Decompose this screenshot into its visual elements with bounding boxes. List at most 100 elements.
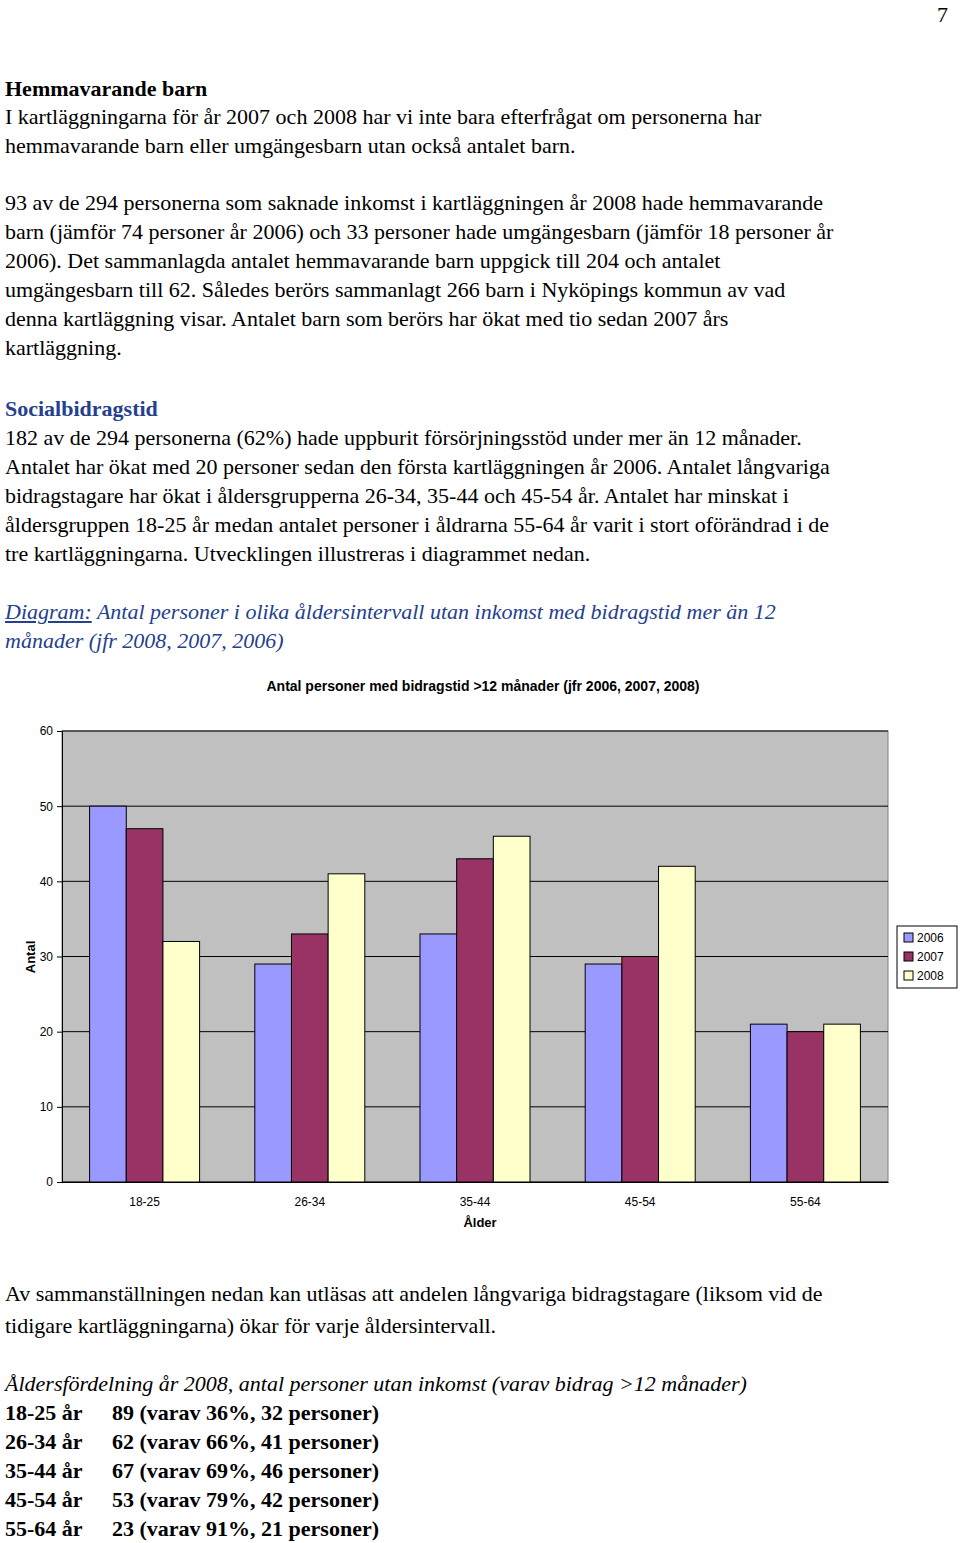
tick-label: 30 (40, 950, 54, 964)
legend-label: 2006 (917, 931, 944, 945)
tick-mark (57, 731, 62, 732)
grid-line (62, 806, 888, 807)
table-cell: 35-44 år (5, 1456, 83, 1485)
bar (622, 957, 659, 1183)
table-cell: 23 (varav 91%, 21 personer) (112, 1514, 379, 1543)
legend-swatch (904, 971, 913, 980)
bar (787, 1032, 824, 1182)
bar (255, 964, 292, 1182)
tick-label: 55-64 (790, 1195, 821, 1209)
tick: 18-25 (129, 1195, 160, 1209)
paragraph-line: 2006). Det sammanlagda antalet hemmavara… (5, 246, 720, 275)
chart-title: Antal personer med bidragstid >12 månade… (266, 678, 699, 694)
paragraph-line: barn (jämför 74 personer år 2006) och 33… (5, 217, 833, 246)
tick-label: 35-44 (460, 1195, 491, 1209)
caption-text: månader (jfr 2008, 2007, 2006) (5, 628, 284, 653)
bar (420, 934, 457, 1182)
heading: Socialbidragstid (5, 394, 158, 423)
chart: 0 10 20 30 40 50 60 18-25 26-34 35-44 45-54 55-64 An… (0, 0, 960, 1543)
paragraph-line: tidigare kartläggningarna) ökar för varj… (5, 1311, 496, 1340)
tick-label: 10 (40, 1100, 54, 1114)
tick: 55-64 (790, 1195, 821, 1209)
tick-label: 50 (40, 800, 54, 814)
page-number: 7 (937, 0, 948, 29)
bars (90, 806, 861, 1182)
tick: 10 (40, 1100, 62, 1114)
table-cell: 45-54 år (5, 1485, 83, 1514)
tick-mark (57, 1107, 62, 1108)
table-cell: 26-34 år (5, 1427, 83, 1456)
table-cell: 89 (varav 36%, 32 personer) (112, 1398, 379, 1427)
heading: Hemmavarande barn (5, 74, 207, 103)
bar (750, 1024, 787, 1182)
x-axis-title: Ålder (463, 1215, 496, 1230)
bar (585, 964, 622, 1182)
tick: 30 (40, 950, 62, 964)
bar (824, 1024, 861, 1182)
tick: 45-54 (625, 1195, 656, 1209)
table-cell: 67 (varav 69%, 46 personer) (112, 1456, 379, 1485)
bar (163, 941, 200, 1182)
grid (62, 731, 888, 1182)
bar (457, 859, 494, 1182)
table-cell: 53 (varav 79%, 42 personer) (112, 1485, 379, 1514)
caption-label: Diagram: (5, 599, 92, 624)
legend: 200620072008 (897, 926, 957, 988)
bar (659, 866, 696, 1182)
tick: 0 (46, 1175, 62, 1189)
tick: 50 (40, 800, 62, 814)
paragraph-line: 182 av de 294 personerna (62%) hade uppb… (5, 423, 802, 452)
paragraph-line: I kartläggningarna för år 2007 och 2008 … (5, 102, 761, 131)
tick-label: 60 (40, 724, 54, 738)
caption-line: månader (jfr 2008, 2007, 2006) (5, 626, 284, 655)
tick: 40 (40, 875, 62, 889)
tick: 60 (40, 724, 62, 738)
tick-mark (57, 806, 62, 807)
tick-label: 40 (40, 875, 54, 889)
tick-mark (57, 881, 62, 882)
tick-label: 45-54 (625, 1195, 656, 1209)
paragraph-line: åldersgruppen 18-25 år medan antalet per… (5, 510, 829, 539)
bar (493, 836, 530, 1182)
tick: 26-34 (294, 1195, 325, 1209)
paragraph-line: umgängesbarn till 62. Således berörs sam… (5, 275, 785, 304)
plot-area (62, 731, 888, 1182)
table-cell: 55-64 år (5, 1514, 83, 1543)
y-axis: 0 10 20 30 40 50 60 (40, 724, 63, 1189)
legend-swatch (904, 933, 913, 942)
axis-line (63, 1182, 889, 1183)
caption-line: Diagram: Antal personer i olika åldersin… (5, 597, 776, 626)
bar (291, 934, 328, 1182)
bar (90, 806, 127, 1182)
tick-mark (57, 1182, 62, 1183)
bar (328, 874, 365, 1182)
table-caption: Åldersfördelning år 2008, antal personer… (5, 1369, 747, 1398)
table-cell: 62 (varav 66%, 41 personer) (112, 1427, 379, 1456)
tick: 35-44 (460, 1195, 491, 1209)
table-cell: 18-25 år (5, 1398, 83, 1427)
paragraph-line: tre kartläggningarna. Utvecklingen illus… (5, 539, 590, 568)
paragraph-line: bidragstagare har ökat i åldersgrupperna… (5, 481, 789, 510)
axis-line (57, 732, 63, 1183)
grid-line (62, 731, 888, 732)
tick: 20 (40, 1025, 62, 1039)
paragraph-line: denna kartläggning visar. Antalet barn s… (5, 304, 728, 333)
tick-label: 18-25 (129, 1195, 160, 1209)
x-axis: 18-25 26-34 35-44 45-54 55-64 (63, 1183, 889, 1209)
legend-swatch (904, 952, 913, 961)
legend-box (897, 926, 957, 988)
paragraph-line: hemmavarande barn eller umgängesbarn uta… (5, 131, 576, 160)
tick-label: 0 (46, 1175, 53, 1189)
paragraph-line: Antalet har ökat med 20 personer sedan d… (5, 452, 830, 481)
tick-mark (57, 957, 62, 958)
tick-label: 26-34 (294, 1195, 325, 1209)
bar (126, 829, 163, 1182)
y-axis-title: Antal (23, 941, 38, 974)
caption-text: Antal personer i olika åldersintervall u… (97, 599, 776, 624)
paragraph-line: Av sammanställningen nedan kan utläsas a… (5, 1279, 823, 1308)
legend-label: 2008 (917, 969, 944, 983)
paragraph-line: 93 av de 294 personerna som saknade inko… (5, 188, 823, 217)
tick-label: 20 (40, 1025, 54, 1039)
tick-mark (57, 1032, 62, 1033)
paragraph-line: kartläggning. (5, 333, 122, 362)
